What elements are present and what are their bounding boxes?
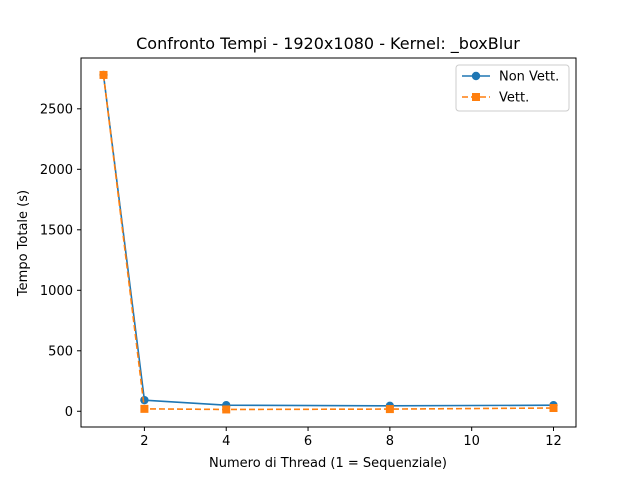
plot-frame bbox=[80, 57, 577, 428]
legend-label-non-vett: Non Vett. bbox=[499, 70, 559, 85]
plot-marks bbox=[99, 70, 558, 414]
data-point-non-vett bbox=[140, 395, 149, 405]
series-line-vett bbox=[102, 74, 554, 411]
x-tick-label: 2 bbox=[140, 434, 148, 449]
x-tick-label: 6 bbox=[304, 434, 312, 449]
y-tick-label: 2500 bbox=[40, 102, 73, 117]
y-axis: 0 500 1000 1500 2000 2500 bbox=[40, 102, 81, 420]
y-tick-label: 0 bbox=[65, 405, 73, 420]
data-point-vett bbox=[549, 404, 558, 413]
x-axis-title: Numero di Thread (1 = Sequenziale) bbox=[209, 456, 447, 471]
x-tick-label: 10 bbox=[463, 434, 480, 449]
legend-marker-non-vett bbox=[471, 71, 481, 81]
x-tick-label: 4 bbox=[222, 434, 230, 449]
legend-marker-vett bbox=[472, 93, 480, 101]
x-tick-label: 8 bbox=[386, 434, 394, 449]
y-tick-label: 1000 bbox=[40, 284, 73, 299]
y-tick-label: 2000 bbox=[40, 163, 73, 178]
y-axis-title: Tempo Totale (s) bbox=[16, 190, 31, 297]
data-point-vett bbox=[140, 404, 149, 413]
chart-title: Confronto Tempi - 1920x1080 - Kernel: _b… bbox=[136, 34, 520, 54]
data-point-vett bbox=[222, 405, 231, 414]
legend: Non Vett. Vett. bbox=[455, 64, 570, 112]
legend-label-vett: Vett. bbox=[499, 91, 529, 106]
series-line-non-vett bbox=[102, 74, 554, 407]
y-tick-label: 500 bbox=[48, 344, 73, 359]
y-tick-label: 1500 bbox=[40, 223, 73, 238]
data-point-vett bbox=[385, 405, 394, 414]
x-tick-label: 12 bbox=[545, 434, 562, 449]
data-point-vett bbox=[99, 70, 108, 79]
x-axis: 2 4 6 8 10 12 bbox=[140, 427, 562, 449]
